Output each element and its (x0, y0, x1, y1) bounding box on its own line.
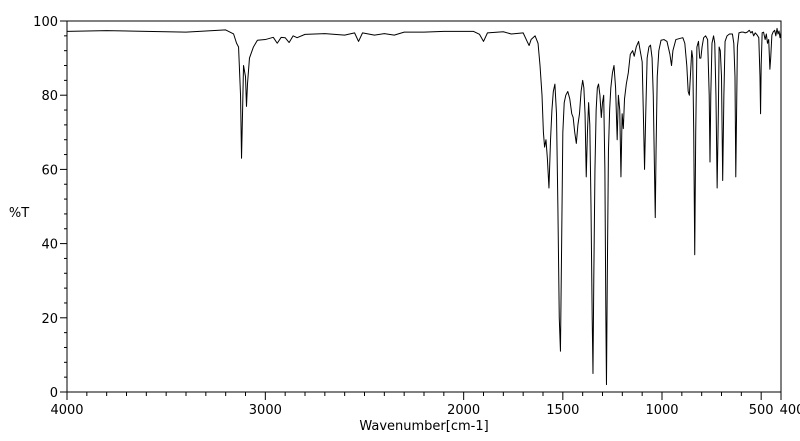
y-tick-label: 80 (41, 89, 58, 104)
x-tick-label: 4000 (50, 403, 83, 418)
y-tick-label: 0 (50, 386, 58, 401)
x-tick-label: 3000 (249, 403, 282, 418)
x-tick-label: 2000 (447, 403, 480, 418)
x-tick-label: 500 (749, 403, 774, 418)
x-tick-label: 1000 (645, 403, 678, 418)
x-tick-label: 400 (780, 403, 800, 418)
plot-frame (66, 20, 782, 393)
y-tick-label: 60 (41, 163, 58, 178)
x-axis: 4000 3000 2000 1500 1000 500 400 (50, 392, 800, 418)
y-axis: 0 20 40 60 80 100 (33, 15, 67, 401)
y-tick-label: 100 (33, 15, 58, 30)
y-tick-label: 20 (41, 312, 58, 327)
spectrum-line (66, 27, 782, 386)
y-axis-label: %T (9, 206, 29, 221)
x-tick-label: 1500 (546, 403, 579, 418)
x-axis-label: Wavenumber[cm-1] (359, 419, 488, 434)
y-tick-label: 40 (41, 238, 58, 253)
